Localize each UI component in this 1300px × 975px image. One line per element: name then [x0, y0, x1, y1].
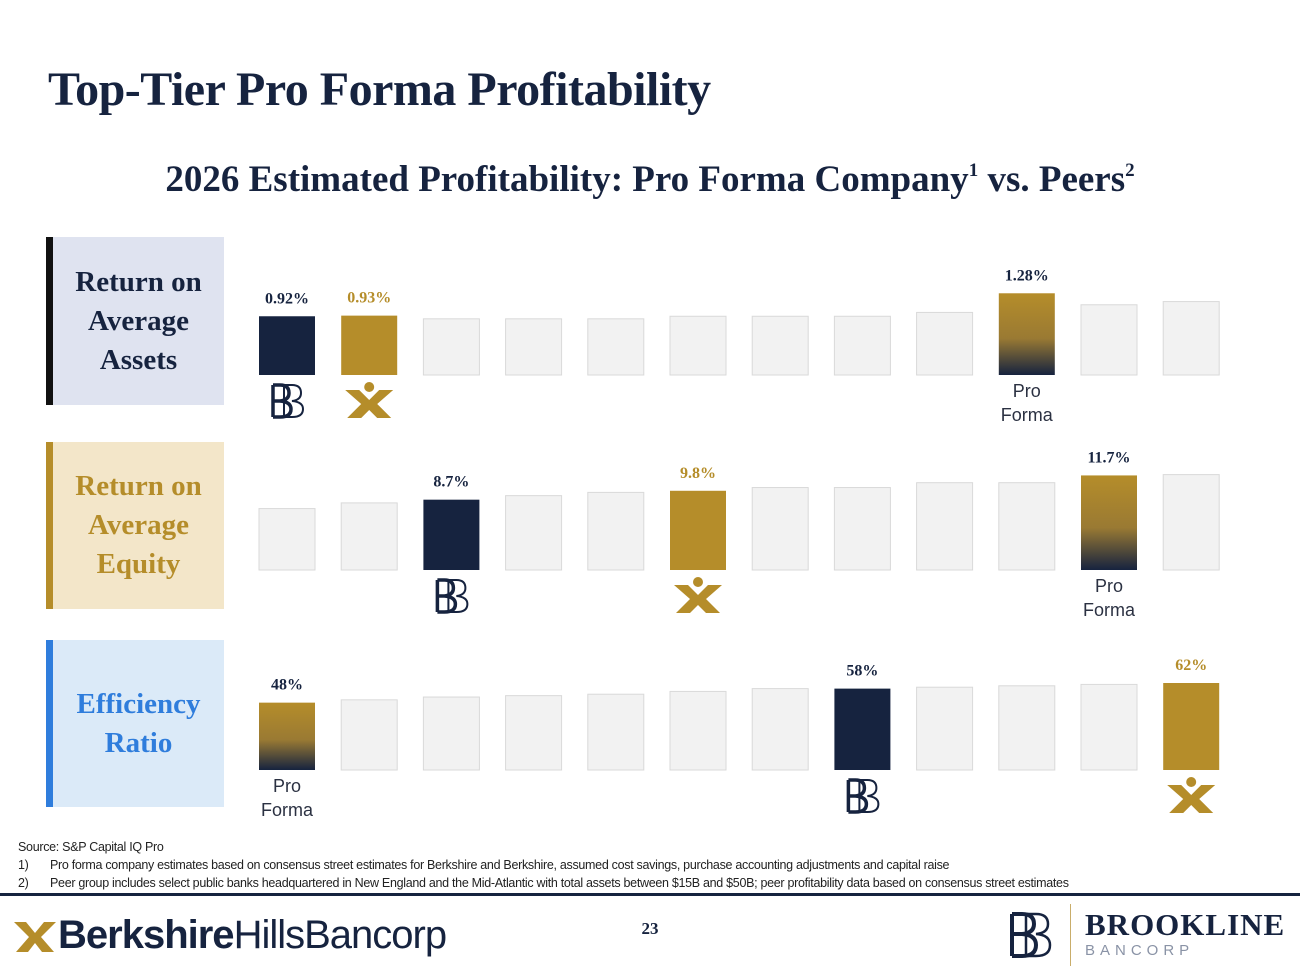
chart2-bar-1 [258, 508, 316, 571]
footnote-2-number: 2) [18, 876, 29, 890]
chart1-bar-6 [669, 315, 727, 376]
chart3-bar-10 [998, 685, 1056, 771]
chart3-bar-7 [751, 688, 809, 771]
logo-divider [1070, 904, 1071, 966]
pro-forma-tag-line2: Forma [1083, 600, 1136, 620]
brookline-x-icon-chart1 [345, 382, 394, 418]
footnote-ref-1: 1 [968, 160, 979, 181]
chart1-bar-12 [1162, 301, 1220, 376]
chart1-bar-11 [1080, 304, 1138, 376]
chart3-bar-9 [916, 686, 974, 771]
chart1-bar-7 [751, 315, 809, 376]
chart1-bar-9 [916, 311, 974, 376]
chart1-data-label-1: 0.92% [265, 290, 309, 307]
chart2-bar-6 [670, 490, 726, 570]
chart3-bar-1 [259, 702, 315, 770]
chart3-bar-8 [834, 688, 891, 770]
chart3-bar-4 [505, 695, 563, 771]
chart2-data-label-3: 8.7% [433, 474, 469, 491]
panel-roae-label: Return on Average Equity [46, 442, 224, 609]
chart1-bar-10 [998, 293, 1055, 375]
chart2-bar-7 [751, 487, 809, 571]
brookline-x-icon-chart2 [674, 577, 722, 613]
chart3-bar-3 [422, 696, 480, 771]
chart1-bar-3 [422, 318, 480, 376]
source-line: Source: S&P Capital IQ Pro [18, 840, 164, 854]
footnote-1: 1) Pro forma company estimates based on … [18, 856, 1069, 874]
chart2-bar-2 [340, 502, 398, 571]
chart3-bar-11 [1080, 683, 1138, 771]
chart3-bar-6 [669, 690, 727, 771]
subtitle-vs-peers: vs. Peers [978, 159, 1126, 200]
berkshire-hills-logo: Berkshire HillsBancorp [12, 913, 448, 958]
pro-forma-tag-line2: Forma [261, 800, 314, 820]
chart2-data-label-11: 11.7% [1087, 449, 1130, 466]
chart1-bar-5 [587, 318, 645, 376]
chart1-data-label-10: 1.28% [1005, 267, 1049, 284]
chart2-bar-5 [587, 491, 645, 571]
bb-monogram-icon [1010, 912, 1052, 958]
footnote-2-text: Peer group includes select public banks … [50, 876, 1069, 890]
berkshire-x-icon [14, 921, 56, 952]
panel-roaa-label: Return on Average Assets [46, 237, 224, 405]
panel-efficiency-label: Efficiency Ratio [46, 640, 224, 807]
footnote-2: 2) Peer group includes select public ban… [18, 874, 1069, 892]
source-notes: Source: S&P Capital IQ Pro 1) Pro forma … [18, 838, 1069, 892]
chart2-bar-3 [423, 499, 480, 570]
chart1-bar-1 [259, 316, 315, 375]
chart3-data-label-1: 48% [271, 677, 303, 694]
pro-forma-tag-line2: Forma [1001, 405, 1054, 425]
footnote-1-text: Pro forma company estimates based on con… [50, 858, 950, 872]
page-number: 23 [641, 919, 659, 938]
brookline-x-icon-chart3 [1167, 777, 1216, 813]
chart2-bar-12 [1162, 474, 1220, 571]
chart3-bar-12 [1163, 683, 1220, 770]
berkshire-wordmark-bold: Berkshire [58, 913, 235, 957]
chart1-bar-4 [505, 318, 563, 376]
chart2-bar-10 [998, 482, 1056, 571]
pro-forma-tag-line1: Pro [273, 776, 301, 796]
chart2-bar-11 [1081, 475, 1137, 570]
chart2-bar-9 [916, 482, 974, 571]
chart2-bar-4 [505, 495, 563, 571]
chart3-bar-5 [587, 693, 645, 771]
chart2-bar-8 [833, 487, 891, 571]
footnote-ref-2: 2 [1125, 160, 1135, 181]
footer-rule [0, 893, 1300, 896]
berkshire-wordmark-light: HillsBancorp [233, 913, 448, 957]
chart3-bar-2 [340, 699, 398, 771]
footnote-1-number: 1) [18, 858, 29, 872]
chart-subtitle: 2026 Estimated Profitability: Pro Forma … [0, 158, 1300, 201]
chart1-bar-8 [833, 315, 891, 376]
berkshire-bb-icon-chart3 [846, 778, 880, 814]
brookline-sub: BANCORP [1085, 942, 1195, 959]
brookline-logo: BROOKLINE BANCORP [1008, 904, 1285, 966]
chart1-bar-2 [341, 315, 398, 375]
subtitle-text: 2026 Estimated Profitability: Pro Forma … [165, 159, 969, 200]
page-title: Top-Tier Pro Forma Profitability [48, 63, 711, 116]
brookline-name: BROOKLINE [1085, 907, 1286, 942]
chart2-data-label-6: 9.8% [680, 465, 716, 482]
pro-forma-tag-line1: Pro [1095, 576, 1123, 596]
berkshire-bb-icon-chart2 [435, 578, 469, 614]
chart1-data-label-2: 0.93% [347, 290, 391, 307]
pro-forma-tag-line1: Pro [1013, 381, 1041, 401]
chart3-data-label-8: 58% [846, 663, 878, 680]
chart3-data-label-12: 62% [1175, 657, 1207, 674]
berkshire-bb-icon-chart1 [271, 383, 305, 419]
